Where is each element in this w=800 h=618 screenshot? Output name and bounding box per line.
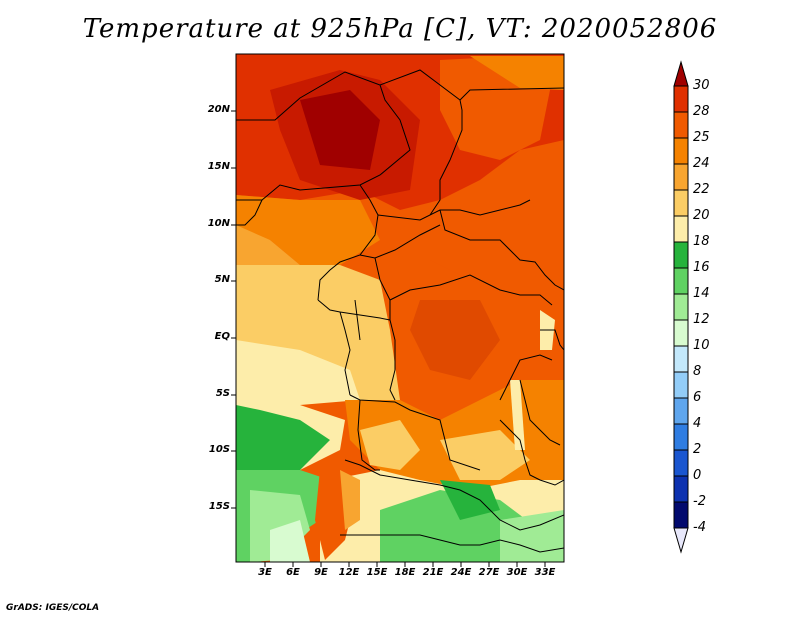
colorbar-label: 20 xyxy=(693,208,710,223)
lon-label: 21E xyxy=(422,567,444,578)
colorbar-label: 30 xyxy=(693,78,710,93)
colorbar-label: 6 xyxy=(693,390,702,405)
colorbar-segment xyxy=(673,345,689,373)
colorbar-label: 0 xyxy=(693,468,702,483)
colorbar-segment xyxy=(673,189,689,217)
lon-label: 30E xyxy=(506,567,528,578)
colorbar-segment xyxy=(673,423,689,451)
lon-label: 3E xyxy=(258,567,272,578)
lat-label: EQ xyxy=(214,331,230,342)
colorbar-segment xyxy=(673,371,689,399)
lat-label: 20N xyxy=(207,104,230,115)
colorbar-segment xyxy=(673,215,689,243)
lon-label: 33E xyxy=(534,567,556,578)
lon-label: 18E xyxy=(394,567,416,578)
colorbar-label: 18 xyxy=(693,234,710,249)
footer-credit: GrADS: IGES/COLA xyxy=(6,603,100,613)
colorbar-label: 4 xyxy=(693,416,702,431)
colorbar-label: 22 xyxy=(693,182,710,197)
lon-label: 9E xyxy=(314,567,328,578)
lat-label: 5N xyxy=(214,274,230,285)
lat-label: 10N xyxy=(207,218,230,229)
colorbar-label: -4 xyxy=(693,520,706,535)
colorbar-segment xyxy=(673,241,689,269)
axis-ticks xyxy=(231,110,546,567)
colorbar-label: -2 xyxy=(693,494,706,509)
colorbar-segment xyxy=(673,137,689,165)
chart-title: Temperature at 925hPa [C], VT: 202005280… xyxy=(82,14,718,44)
country-borders xyxy=(236,69,564,553)
colorbar-segment xyxy=(673,449,689,477)
lat-label: 15N xyxy=(207,161,230,172)
colorbar-segment xyxy=(673,267,689,295)
colorbar-label: 28 xyxy=(693,104,710,119)
lon-label: 15E xyxy=(366,567,388,578)
colorbar-label: 12 xyxy=(693,312,710,327)
colorbar-segment xyxy=(673,501,689,529)
colorbar-segment xyxy=(673,85,689,113)
colorbar-label: 2 xyxy=(693,442,702,457)
colorbar-label: 14 xyxy=(693,286,710,301)
lat-label: 5S xyxy=(215,388,230,399)
colorbar-label: 25 xyxy=(693,130,710,145)
colorbar-segment xyxy=(673,397,689,425)
lat-label: 10S xyxy=(208,444,230,455)
colorbar-label: 24 xyxy=(693,156,710,171)
lon-label: 12E xyxy=(338,567,360,578)
colorbar-segment xyxy=(673,111,689,139)
colorbar-segment xyxy=(673,293,689,321)
lon-label: 6E xyxy=(286,567,300,578)
colorbar-segment xyxy=(673,163,689,191)
temperature-field xyxy=(236,54,564,562)
colorbar-segment xyxy=(673,319,689,347)
colorbar-label: 16 xyxy=(693,260,710,275)
colorbar-cap-top xyxy=(673,60,689,87)
colorbar-cap-bottom xyxy=(673,527,689,554)
colorbar-segment xyxy=(673,475,689,503)
lon-label: 27E xyxy=(478,567,500,578)
colorbar-label: 10 xyxy=(693,338,710,353)
colorbar xyxy=(673,60,689,554)
lat-label: 15S xyxy=(208,501,230,512)
lon-label: 24E xyxy=(450,567,472,578)
colorbar-label: 8 xyxy=(693,364,702,379)
